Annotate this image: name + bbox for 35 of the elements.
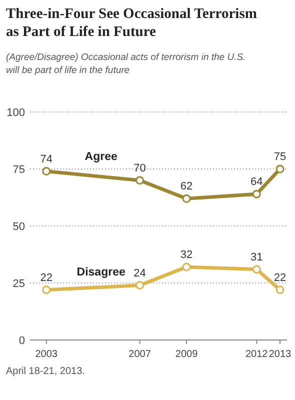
point [276,286,284,294]
point [136,281,144,290]
x-tick-label: 2009 [175,349,198,360]
y-tick-label: 50 [12,221,25,233]
series-label: Agree [84,150,118,163]
x-tick-label: 2013 [268,349,292,360]
text: April 18-21, 2013. [6,366,85,377]
series-label: Disagree [76,266,126,279]
point [182,262,191,272]
point [136,176,144,185]
point [42,286,51,294]
data-label: 70 [134,162,146,174]
point [252,265,261,274]
data-label: 75 [274,151,286,163]
point [252,190,261,198]
y-tick-label: 0 [18,335,25,347]
chart-title: Three-in-Four See Occasional Terrorism as Part of Life in Future [6,6,257,40]
point [42,167,51,176]
y-tick-label: 25 [12,278,25,290]
x-tick-label: 2007 [128,349,152,360]
x-tick-label: 2012 [246,349,268,360]
data-label: 74 [40,153,52,166]
x-tick-label: 2003 [35,349,58,360]
y-tick-label: 100 [6,107,25,119]
data-label: 31 [250,251,263,264]
data-label: 64 [250,176,263,188]
data-label: 24 [134,267,146,280]
point [276,164,284,174]
data-label: 62 [180,180,193,193]
chart-subtitle: (Agree/Disagree) Occasional acts of terrorism in the U.S. will be part of life in the future [6,52,246,76]
y-tick-label: 75 [12,164,25,176]
point [182,194,191,203]
data-label: 22 [40,272,52,284]
data-label: 22 [274,272,286,284]
data-label: 32 [180,249,193,262]
